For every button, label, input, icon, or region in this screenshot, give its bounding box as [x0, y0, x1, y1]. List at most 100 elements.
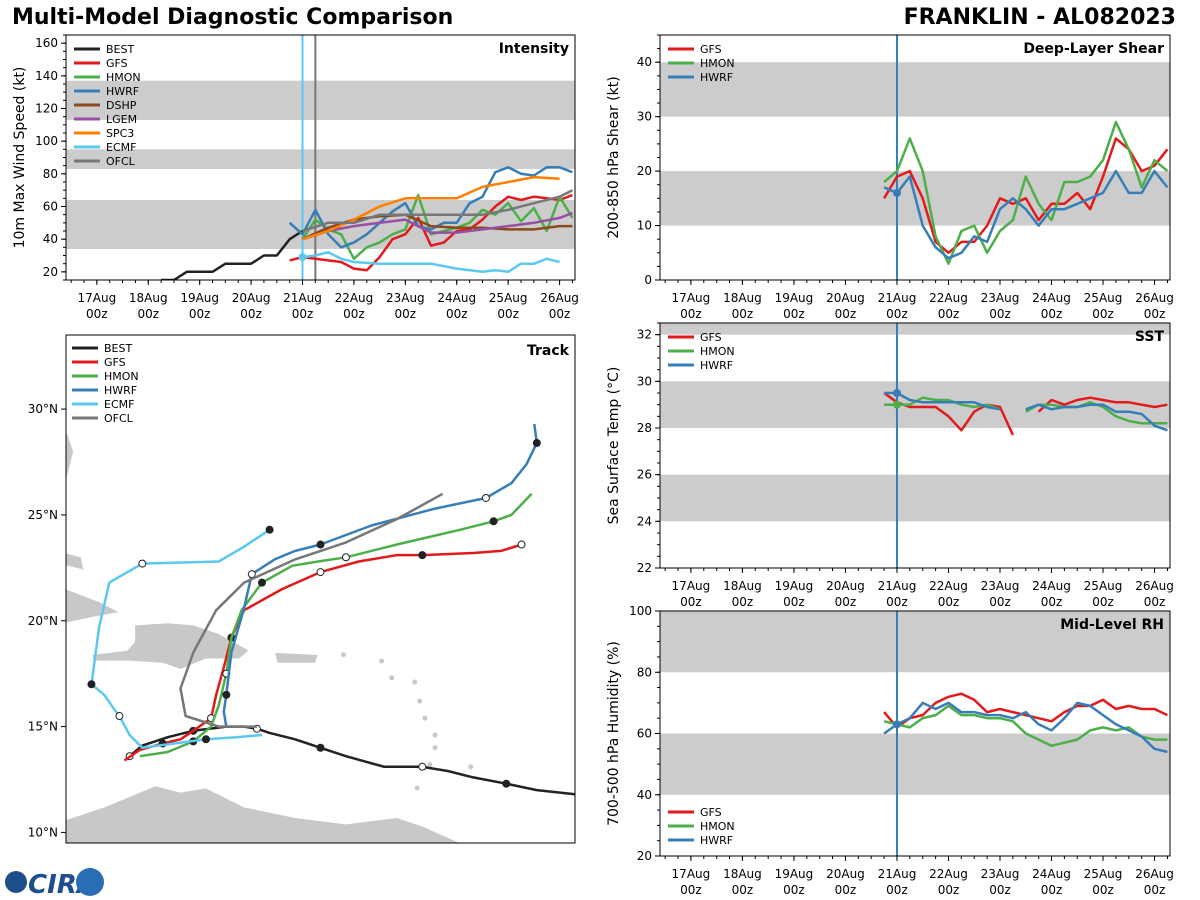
x-tick-label: 20Aug	[826, 579, 865, 593]
x-tick-sublabel: 00z	[549, 307, 571, 321]
land-mass	[66, 552, 85, 571]
shade-band	[660, 474, 1170, 522]
island	[427, 762, 433, 768]
x-tick-label: 25Aug	[1084, 867, 1123, 881]
x-tick-label: 25Aug	[1084, 291, 1123, 305]
x-tick-sublabel: 00z	[1144, 595, 1166, 609]
y-tick-label: 40	[43, 232, 58, 246]
land-mass	[66, 430, 75, 482]
track-point	[247, 570, 256, 579]
x-tick-sublabel: 00z	[938, 595, 960, 609]
init-marker	[892, 389, 901, 397]
track-point	[502, 779, 511, 788]
land-mass	[90, 622, 250, 670]
init-marker	[298, 253, 307, 262]
init-marker	[892, 720, 901, 729]
series-line-ofcl	[302, 189, 573, 233]
panel-label: Deep-Layer Shear	[1023, 41, 1164, 57]
x-tick-sublabel: 00z	[1092, 883, 1114, 897]
legend-label: GFS	[106, 57, 128, 70]
panel-label: SST	[1135, 329, 1165, 345]
x-tick-label: 24Aug	[1032, 579, 1071, 593]
legend-label: BEST	[106, 43, 134, 56]
x-tick-label: 25Aug	[1084, 579, 1123, 593]
map-layer	[66, 423, 575, 843]
land-mass	[66, 588, 121, 624]
legend-label: HWRF	[700, 71, 733, 84]
track-line-hmon	[139, 492, 533, 758]
y-tick-label: 120	[35, 102, 58, 116]
y-tick-label: 100	[35, 134, 58, 148]
series-line-hmon	[883, 120, 1169, 265]
island	[389, 675, 395, 681]
y-tick-label: 40	[637, 55, 652, 69]
x-tick-sublabel: 00z	[292, 307, 314, 321]
panel-sst: 22 24 26 28 30 32 17Aug 00z 18Aug 00z 19Aug 00z 20Au…	[606, 322, 1174, 609]
y-tick-label: 140	[35, 69, 58, 83]
series-line-hwrf	[288, 166, 573, 249]
track-line-ofcl	[179, 492, 444, 728]
lat-tick-label: 10°N	[28, 825, 58, 839]
x-tick-label: 18Aug	[129, 291, 168, 305]
lat-tick-label: 20°N	[28, 614, 58, 628]
logo-globe-left	[5, 871, 27, 893]
x-tick-label: 19Aug	[775, 579, 814, 593]
x-tick-label: 20Aug	[826, 867, 865, 881]
legend-label: HMON	[106, 71, 141, 84]
x-tick-label: 18Aug	[723, 579, 762, 593]
x-tick-sublabel: 00z	[886, 883, 908, 897]
x-tick-label: 21Aug	[878, 867, 917, 881]
track-point	[316, 540, 325, 549]
x-tick-sublabel: 00z	[783, 595, 805, 609]
legend-label: LGEM	[106, 113, 137, 126]
series-line-gfs	[883, 137, 1169, 255]
x-tick-label: 17Aug	[672, 291, 711, 305]
island	[468, 764, 474, 770]
y-axis-label: Sea Surface Temp (°C)	[606, 367, 622, 525]
x-tick-sublabel: 00z	[680, 307, 702, 321]
series-line-gfs	[289, 193, 573, 272]
x-tick-label: 18Aug	[723, 867, 762, 881]
y-tick-label: 40	[637, 788, 652, 802]
y-tick-label: 100	[629, 604, 652, 618]
track-line-best	[128, 725, 575, 796]
x-tick-label: 20Aug	[232, 291, 271, 305]
legend-label: BEST	[104, 342, 132, 355]
legend-label: GFS	[700, 43, 722, 56]
series-line-hmon	[883, 704, 1168, 748]
x-tick-sublabel: 00z	[680, 883, 702, 897]
y-axis-label: 200-850 hPa Shear (kt)	[606, 76, 622, 238]
island	[422, 715, 428, 721]
legend-label: OFCL	[106, 155, 136, 168]
x-tick-label: 26Aug	[540, 291, 579, 305]
x-tick-label: 25Aug	[489, 291, 528, 305]
y-tick-label: 26	[637, 468, 652, 482]
y-tick-label: 22	[637, 561, 652, 575]
x-tick-label: 17Aug	[672, 579, 711, 593]
x-tick-sublabel: 00z	[86, 307, 108, 321]
track-point	[418, 551, 427, 560]
shade-band	[660, 323, 1170, 335]
init-marker	[892, 400, 901, 409]
x-tick-sublabel: 00z	[886, 595, 908, 609]
x-tick-sublabel: 00z	[395, 307, 417, 321]
y-tick-label: 30	[637, 110, 652, 124]
y-tick-label: 80	[43, 167, 58, 181]
x-tick-sublabel: 00z	[137, 307, 159, 321]
x-tick-sublabel: 00z	[732, 307, 754, 321]
x-tick-sublabel: 00z	[732, 883, 754, 897]
island	[412, 679, 418, 685]
track-point	[418, 762, 427, 771]
x-tick-label: 17Aug	[672, 867, 711, 881]
series-line-lgem	[302, 211, 573, 241]
x-tick-sublabel: 00z	[989, 307, 1011, 321]
x-tick-label: 22Aug	[335, 291, 374, 305]
track-point	[115, 712, 124, 720]
legend-label: ECMF	[104, 398, 134, 411]
island	[379, 658, 385, 664]
logo-globe-right	[76, 868, 104, 896]
series-line-hwrf	[884, 391, 1168, 432]
island	[432, 732, 438, 738]
island	[414, 785, 420, 791]
